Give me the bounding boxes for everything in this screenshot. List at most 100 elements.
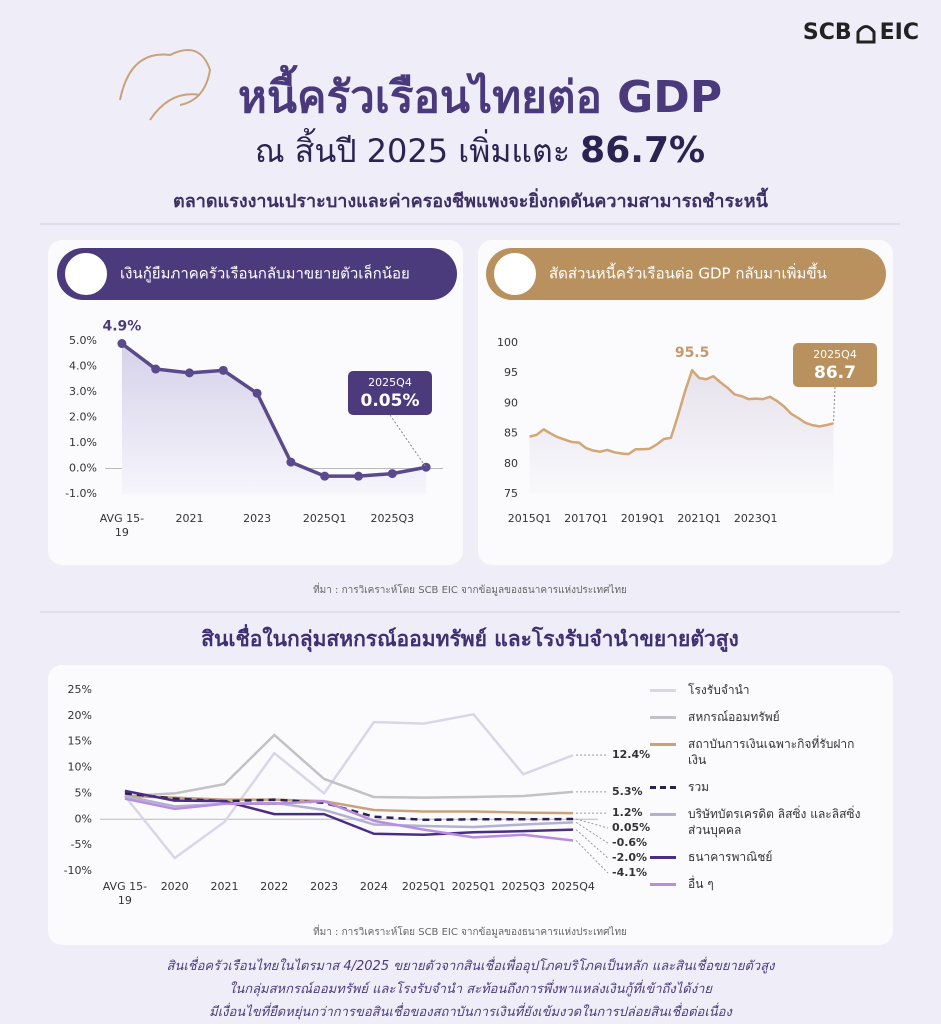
x-tick: 2021 <box>210 880 239 893</box>
decoration <box>119 49 212 121</box>
y-tick-label: -1.0% <box>65 487 97 500</box>
subtitle: ณ สิ้นปี 2025 เพิ่มแตะ 86.7% <box>100 126 860 177</box>
legend-swatch <box>650 813 676 816</box>
annotation-label: 2025Q4 <box>813 348 857 361</box>
logo-icon <box>856 24 876 43</box>
data-label: 95.5 <box>675 345 710 361</box>
footer: สินเชื่อครัวเรือนไทยในไตรมาส 4/2025 ขยาย… <box>0 955 941 1024</box>
x-tick-label: AVG 15-19 <box>102 880 148 907</box>
y-tick-label: 5.0% <box>69 334 97 347</box>
legend: โรงรับจำนำ สหกรณ์ออมทรัพย์ สถาบันการเงินเฉ… <box>650 682 885 903</box>
x-tick-label: 2025Q1 <box>451 880 496 893</box>
legend-swatch <box>650 716 676 719</box>
chart-title: สินเชื่อในกลุ่มสหกรณ์ออมทรัพย์ และโรงรับ… <box>201 623 739 653</box>
end-label: 12.4% <box>612 748 650 761</box>
legend-item: รวม <box>650 779 885 795</box>
y-tick-label: 3.0% <box>69 385 97 398</box>
marker <box>151 364 161 374</box>
marker <box>117 339 127 349</box>
data-label: 0.05% <box>361 391 420 411</box>
legend-label: สหกรณ์ออมทรัพย์ <box>688 710 780 724</box>
x-tick-label: 2017Q1 <box>564 512 608 525</box>
x-tick-label: 2021 <box>175 512 204 525</box>
end-label: 1.2% <box>612 806 643 819</box>
subtitle-text: ณ สิ้นปี 2025 เพิ่มแตะ <box>254 132 570 170</box>
line <box>124 794 574 829</box>
marker <box>421 462 431 472</box>
legend-label: บริษัทบัตรเครดิต ลิสซิ่ง และลิสซิ่งส่วนบ… <box>688 807 861 837</box>
pill <box>57 248 457 300</box>
y-tick-label: 0% <box>75 812 92 825</box>
y-tick-label: 100 <box>497 336 518 349</box>
legend-item: ธนาคารพาณิชย์ <box>650 849 885 865</box>
end-label: 0.05% <box>612 821 650 834</box>
legend-item: อื่น ๆ <box>650 876 885 892</box>
x-tick: 2020 <box>160 880 189 893</box>
y-tick-label: 25% <box>68 683 92 696</box>
data-label: 86.7 <box>814 363 856 383</box>
line <box>124 789 574 837</box>
legend-label: ธนาคารพาณิชย์ <box>688 850 773 864</box>
marker <box>320 471 330 481</box>
x-tick-label: 2025Q4 <box>551 880 595 893</box>
y-tick-label: 80 <box>504 457 518 470</box>
line <box>123 713 574 860</box>
y-tick-label: 5% <box>75 786 92 799</box>
line <box>124 733 574 799</box>
legend-label: รวม <box>688 780 710 794</box>
legend-item: บริษัทบัตรเครดิต ลิสซิ่ง และลิสซิ่งส่วนบ… <box>650 806 885 838</box>
x-tick: 2025Q1 <box>451 880 496 893</box>
leader <box>575 818 609 829</box>
tagline: ตลาดแรงงานเปราะบางและค่าครองชีพแพงจะยิ่ง… <box>173 191 768 212</box>
x-tick-label: 2020 <box>160 880 189 893</box>
x-tick-label: 2024 <box>359 880 388 893</box>
logo-text: EIC <box>879 20 919 45</box>
source: ที่มา : การวิเคราะห์โดย SCB EIC จากข้อมู… <box>313 582 627 596</box>
logo: SCB EIC <box>803 20 919 45</box>
annotation-box <box>793 343 877 387</box>
x-tick: 2021 <box>175 512 204 525</box>
x-tick-label: 2021 <box>210 880 239 893</box>
logo-text: SCB <box>802 20 852 45</box>
x-tick-label: 2023 <box>310 880 339 893</box>
marker <box>218 365 228 375</box>
x-tick: AVG 15-19 <box>100 512 144 539</box>
y-tick-label: 1.0% <box>69 436 97 449</box>
end-label: -4.1% <box>612 866 647 879</box>
x-tick: 2025Q1 <box>402 880 446 893</box>
x-tick: 2023 <box>243 512 271 525</box>
y-tick-label: -10% <box>64 864 92 877</box>
leader <box>575 829 609 859</box>
panel-title: สัดส่วนหนี้ครัวเรือนต่อ GDP กลับมาเพิ่มข… <box>549 263 827 283</box>
icon <box>63 251 109 297</box>
y-tick-label: 0.0% <box>69 462 97 475</box>
x-tick: 2024 <box>359 880 388 893</box>
line <box>529 368 834 456</box>
x-tick: 2017Q1 <box>564 512 608 525</box>
x-tick: 2022 <box>260 880 289 893</box>
line <box>120 342 427 478</box>
x-tick: 2023 <box>310 880 339 893</box>
x-tick-label: 2015Q1 <box>507 512 552 525</box>
area <box>529 370 834 494</box>
x-tick: 2021Q1 <box>677 512 721 525</box>
y-tick-label: 15% <box>68 735 92 748</box>
marker <box>354 471 363 481</box>
line <box>124 794 574 815</box>
x-tick-label: 2022 <box>260 880 289 893</box>
x-tick-label: 2025Q3 <box>370 512 415 525</box>
x-tick: 2025Q4 <box>551 880 595 893</box>
source: ที่มา : การวิเคราะห์โดย SCB EIC จากข้อมู… <box>313 924 627 938</box>
highlight: 86.7% <box>580 130 706 171</box>
legend-swatch <box>650 689 676 692</box>
x-tick-label: 2025Q3 <box>501 880 546 893</box>
footer-line: มีเงื่อนไขที่ยืดหยุ่นกว่าการขอสินเชื่อขอ… <box>209 1005 732 1020</box>
x-tick: 2015Q1 <box>507 512 552 525</box>
end-label: -0.6% <box>612 836 647 849</box>
icon <box>492 251 538 297</box>
marker <box>387 469 397 479</box>
y-tick-label: 95 <box>504 366 518 379</box>
y-tick-label: 75 <box>504 487 518 500</box>
legend-label: อื่น ๆ <box>688 877 714 891</box>
